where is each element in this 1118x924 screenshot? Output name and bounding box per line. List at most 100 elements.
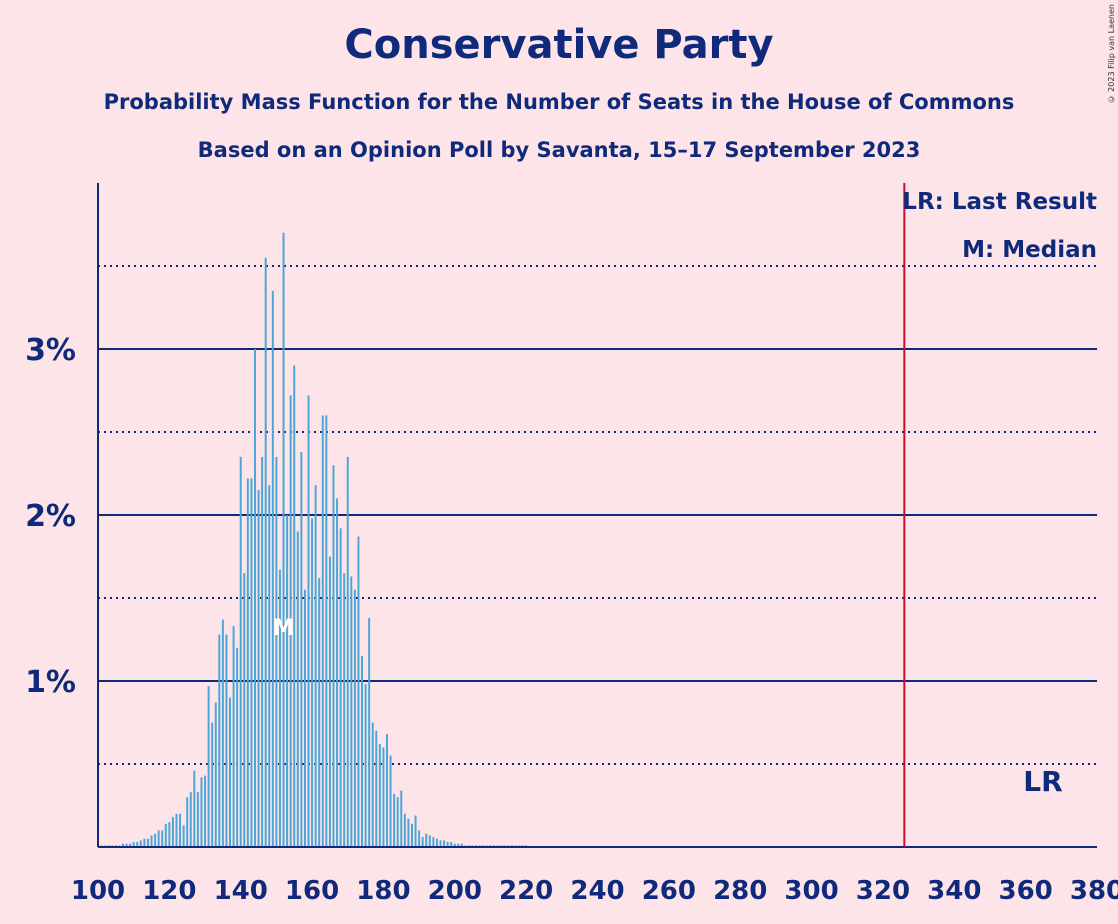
bar (443, 840, 446, 847)
bar (139, 840, 142, 847)
markers: LR M (273, 183, 1063, 847)
bar (371, 722, 374, 847)
bar (332, 465, 335, 847)
bar (214, 702, 217, 847)
axes (97, 183, 1097, 848)
bar (432, 837, 435, 847)
y-tick-label: 1% (25, 665, 76, 700)
bar (350, 576, 353, 847)
bar (168, 822, 171, 847)
bar (282, 232, 285, 848)
bar (325, 415, 328, 847)
bar (193, 770, 196, 847)
x-tick-label: 120 (142, 876, 196, 906)
bar (254, 349, 256, 847)
bar (378, 744, 381, 847)
bar (143, 838, 146, 847)
bar (393, 793, 396, 847)
x-tick-label: 160 (285, 876, 339, 906)
bar (232, 626, 235, 847)
bar (243, 573, 246, 847)
bar (446, 842, 449, 847)
bar (268, 485, 271, 847)
bar (261, 456, 264, 847)
x-tick-label: 100 (71, 876, 125, 906)
chart-source: Based on an Opinion Poll by Savanta, 15–… (197, 138, 921, 162)
x-tick-label: 360 (999, 876, 1053, 906)
bar (428, 835, 431, 847)
bar (164, 823, 167, 847)
x-tick-label: 240 (570, 876, 624, 906)
x-tick-label: 380 (1070, 876, 1118, 906)
x-tick-label: 260 (642, 876, 696, 906)
bar (246, 478, 249, 847)
bar (211, 722, 214, 847)
bar (136, 842, 139, 847)
bar (357, 536, 360, 847)
chart-title: Conservative Party (344, 22, 774, 68)
legend-median: M: Median (962, 237, 1097, 263)
bar (275, 456, 278, 847)
bar (278, 569, 281, 847)
bar (146, 838, 149, 847)
bar (364, 684, 367, 847)
bar (179, 813, 182, 847)
bar (296, 531, 299, 847)
y-tick-label: 2% (25, 499, 76, 534)
bar (236, 647, 239, 847)
legend-last-result: LR: Last Result (902, 189, 1097, 215)
y-tick-labels: 1% 2% 3% (25, 333, 76, 700)
x-tick-label: 180 (356, 876, 410, 906)
bar (339, 528, 342, 847)
x-tick-labels: 100 120 140 160 180 200 220 240 260 280 300 320 340 3… (71, 876, 1118, 906)
bar (264, 257, 267, 847)
bar (161, 830, 164, 847)
bar (150, 835, 153, 847)
bar (403, 813, 406, 847)
median-label: M (273, 616, 295, 641)
bar (368, 617, 371, 847)
bar (346, 456, 349, 847)
bar (361, 656, 364, 847)
bar (186, 797, 189, 847)
bar (457, 843, 460, 847)
bar (343, 573, 346, 847)
bar (221, 619, 224, 847)
bar (121, 843, 124, 847)
y-tick-label: 3% (25, 333, 76, 368)
bar (400, 790, 403, 847)
bar (218, 634, 221, 847)
bar (182, 825, 185, 847)
bar (410, 823, 413, 847)
x-tick-label: 320 (856, 876, 910, 906)
bar (421, 837, 424, 847)
bar (196, 792, 199, 847)
bar (225, 634, 228, 847)
bar (132, 842, 135, 847)
last-result-label: LR (1023, 765, 1062, 798)
bar (250, 478, 253, 847)
bar (157, 830, 160, 847)
bar (450, 842, 453, 847)
bar (307, 395, 310, 847)
gridlines (98, 265, 1097, 765)
x-tick-label: 340 (927, 876, 981, 906)
bar (175, 813, 178, 847)
bar (418, 830, 421, 847)
bar (154, 833, 157, 847)
bar (389, 755, 392, 847)
bar (328, 556, 331, 847)
bar (289, 395, 292, 847)
x-tick-label: 140 (214, 876, 268, 906)
chart-subtitle: Probability Mass Function for the Number… (103, 90, 1015, 114)
x-tick-label: 280 (713, 876, 767, 906)
bar (257, 490, 260, 847)
bar (303, 589, 306, 847)
bar (207, 685, 210, 847)
bar (300, 451, 303, 847)
bar (336, 498, 339, 847)
bar (171, 817, 174, 847)
bar (407, 818, 410, 847)
bar (382, 747, 385, 847)
x-tick-label: 200 (428, 876, 482, 906)
